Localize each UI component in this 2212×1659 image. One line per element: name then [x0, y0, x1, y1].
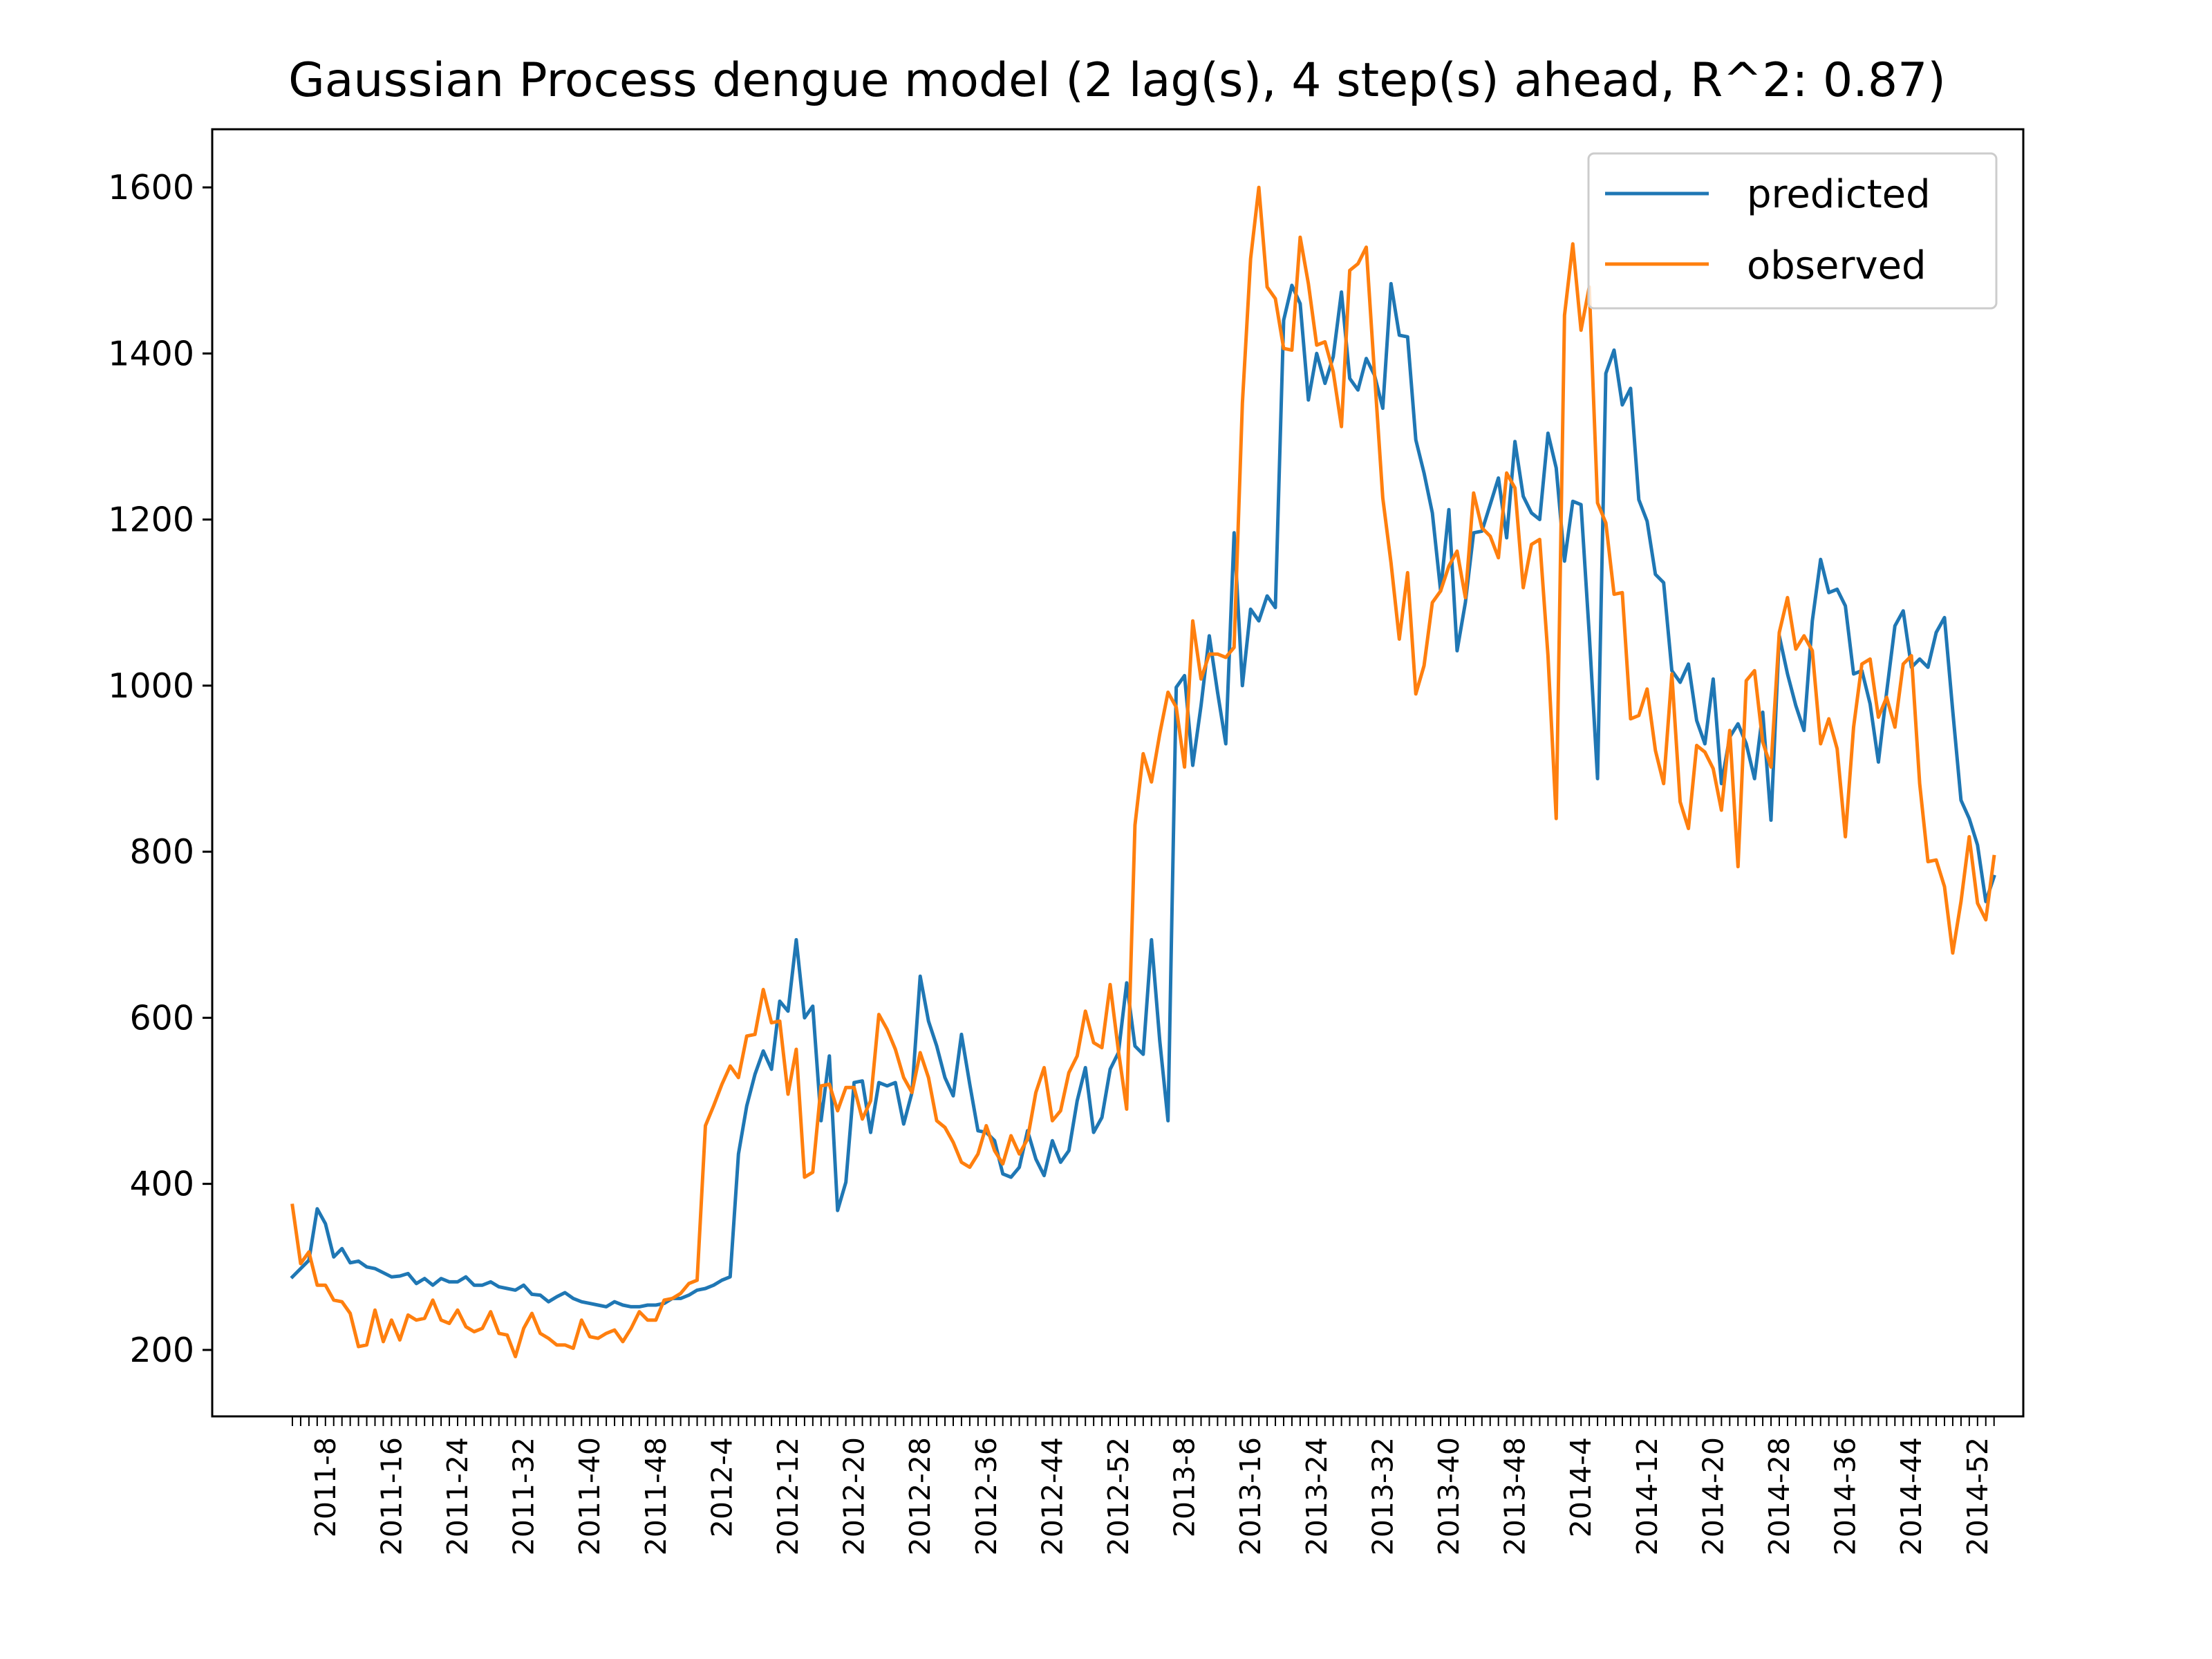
x-tick-label: 2013-24 — [1300, 1437, 1333, 1555]
series-line-observed — [290, 185, 1996, 1358]
x-tick-label: 2012-28 — [903, 1437, 937, 1555]
chart-title: Gaussian Process dengue model (2 lag(s),… — [288, 53, 1946, 108]
x-tick-label: 2014-12 — [1631, 1437, 1664, 1555]
x-tick-label: 2014-4 — [1564, 1437, 1597, 1537]
x-tick-label: 2012-12 — [771, 1437, 805, 1555]
series-line-predicted — [290, 281, 1996, 1309]
x-tick-label: 2012-52 — [1102, 1437, 1135, 1555]
x-tick-label: 2011-40 — [573, 1437, 606, 1555]
x-tick-label: 2012-44 — [1035, 1437, 1069, 1555]
x-tick-label: 2011-48 — [639, 1437, 673, 1555]
x-tick-label: 2013-48 — [1499, 1437, 1532, 1555]
x-tick-label: 2013-16 — [1234, 1437, 1267, 1555]
x-tick-label: 2013-40 — [1432, 1437, 1465, 1555]
x-tick-label: 2011-16 — [375, 1437, 408, 1555]
legend: predicted observed — [1587, 152, 1998, 310]
x-tick-label: 2011-32 — [507, 1437, 541, 1555]
y-tick-label: 800 — [129, 832, 194, 872]
x-tick-label: 2014-44 — [1895, 1437, 1928, 1555]
x-tick-label: 2011-24 — [441, 1437, 474, 1555]
x-tick-label: 2014-36 — [1829, 1437, 1862, 1555]
x-tick-label: 2012-4 — [705, 1437, 738, 1537]
x-axis: 2011-8 2011-16 2011-24 2011-32 2011-40 2011-4… — [292, 1416, 1995, 1555]
y-tick-label: 1200 — [108, 500, 194, 540]
y-tick-label: 400 — [129, 1165, 194, 1204]
x-tick-label: 2011-8 — [309, 1437, 342, 1537]
y-tick-label: 200 — [129, 1331, 194, 1370]
x-tick-label: 2012-20 — [838, 1437, 871, 1555]
x-tick-label: 2014-20 — [1696, 1437, 1730, 1555]
plot-frame — [211, 128, 2025, 1418]
series-layer — [290, 185, 1996, 1358]
y-tick-label: 1400 — [108, 334, 194, 373]
y-axis: 200 400 600 800 1000 1200 1400 1600 — [108, 168, 212, 1370]
x-tick-label: 2014-28 — [1763, 1437, 1796, 1555]
y-tick-label: 1000 — [108, 666, 194, 706]
x-tick-label: 2014-52 — [1961, 1437, 1994, 1555]
x-tick-label: 2012-36 — [970, 1437, 1003, 1555]
x-tick-label: 2013-32 — [1366, 1437, 1399, 1555]
y-tick-label: 1600 — [108, 168, 194, 207]
legend-predicted-label: predicted — [1747, 172, 1931, 217]
y-tick-label: 600 — [129, 998, 194, 1038]
legend-observed-label: observed — [1747, 243, 1927, 288]
x-tick-label: 2013-8 — [1168, 1437, 1201, 1537]
